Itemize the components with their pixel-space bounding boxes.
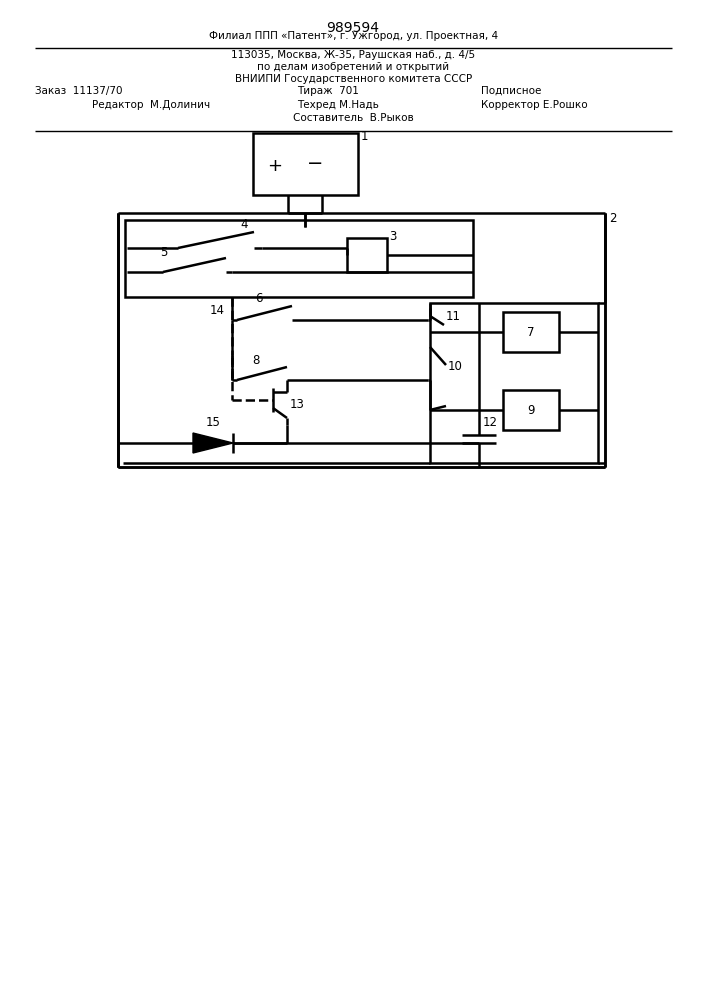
Text: 6: 6 [255,292,262,306]
Bar [503,312,559,352]
Text: 4: 4 [240,219,247,232]
Bar [430,303,598,463]
Text: Редактор  М.Долинич: Редактор М.Долинич [92,100,210,110]
Text: 2: 2 [609,212,617,225]
Text: 13: 13 [290,398,305,412]
Text: Тираж  701: Тираж 701 [297,86,359,96]
Text: 8: 8 [252,354,259,366]
Text: 989594: 989594 [327,21,380,35]
Text: Составитель  В.Рыков: Составитель В.Рыков [293,113,414,123]
Text: 113035, Москва, Ж-35, Раушская наб., д. 4/5: 113035, Москва, Ж-35, Раушская наб., д. … [231,50,476,60]
Text: 7: 7 [527,326,534,338]
Text: Подписное: Подписное [481,86,541,96]
Text: Заказ  11137/70: Заказ 11137/70 [35,86,123,96]
Polygon shape [193,433,233,453]
Text: 5: 5 [160,245,168,258]
Text: 14: 14 [210,304,225,316]
Text: 1: 1 [361,130,368,143]
Text: +: + [267,157,283,175]
Bar [503,390,559,430]
Text: Корректор Е.Рошко: Корректор Е.Рошко [481,100,588,110]
Text: −: − [307,154,323,174]
Text: 15: 15 [206,416,221,430]
Text: Филиал ППП «Патент», г. Ужгород, ул. Проектная, 4: Филиал ППП «Патент», г. Ужгород, ул. Про… [209,31,498,41]
Text: 10: 10 [448,360,463,373]
Text: Техред М.Надь: Техред М.Надь [297,100,379,110]
Bar [253,133,358,195]
Text: 11: 11 [446,310,461,322]
Text: 12: 12 [483,416,498,430]
Bar [347,238,387,272]
Text: ВНИИПИ Государственного комитета СССР: ВНИИПИ Государственного комитета СССР [235,74,472,84]
Bar [125,220,473,297]
Text: 3: 3 [389,230,397,242]
Text: 9: 9 [527,403,534,416]
Text: по делам изобретений и открытий: по делам изобретений и открытий [257,62,450,72]
